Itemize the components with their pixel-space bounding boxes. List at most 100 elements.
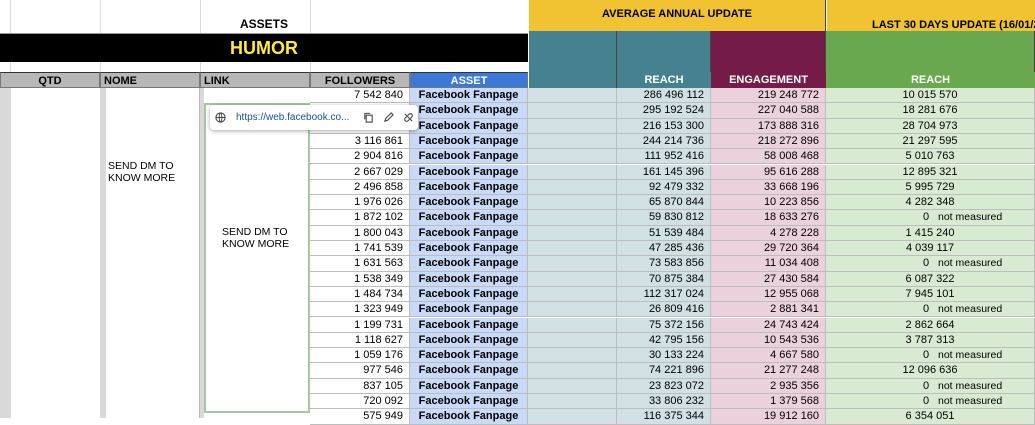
reach-cell[interactable]: 216 153 300 [617, 118, 711, 134]
reach-cell[interactable]: 161 145 396 [617, 164, 711, 180]
reach-cell[interactable]: 73 583 856 [617, 256, 711, 272]
reach30-cell[interactable]: 2 862 664 [826, 317, 1035, 333]
reach-blank-cell[interactable] [528, 225, 617, 241]
reach-blank-cell[interactable] [528, 332, 617, 349]
reach30-cell[interactable]: 5 995 729 [826, 179, 1035, 196]
link-url[interactable]: https://web.facebook.co... [236, 112, 350, 123]
followers-cell[interactable]: 977 546 [310, 363, 410, 379]
asset-cell[interactable]: Facebook Fanpage [410, 225, 528, 241]
engagement-cell[interactable]: 95 616 288 [711, 164, 826, 180]
reach30-cell[interactable]: 10 015 570 [826, 88, 1035, 104]
reach-blank-cell[interactable] [528, 164, 617, 180]
reach-cell[interactable]: 112 317 024 [617, 286, 711, 303]
reach-cell[interactable]: 74 221 896 [617, 363, 711, 379]
reach-cell[interactable]: 65 870 844 [617, 195, 711, 211]
followers-cell[interactable]: 837 105 [310, 378, 410, 394]
reach-blank-cell[interactable] [528, 256, 617, 272]
asset-cell[interactable]: Facebook Fanpage [410, 394, 528, 410]
reach-blank-cell[interactable] [528, 133, 617, 150]
asset-cell[interactable]: Facebook Fanpage [410, 271, 528, 287]
engagement-cell[interactable]: 4 667 580 [711, 348, 826, 364]
followers-cell[interactable]: 1 059 176 [310, 348, 410, 364]
engagement-cell[interactable]: 12 955 068 [711, 286, 826, 303]
reach-blank-cell[interactable] [528, 195, 617, 211]
asset-cell[interactable]: Facebook Fanpage [410, 302, 528, 318]
engagement-cell[interactable]: 2 881 341 [711, 302, 826, 318]
reach-blank-cell[interactable] [528, 409, 617, 425]
nome-merged-cell[interactable]: SEND DM TO KNOW MORE [106, 88, 200, 418]
asset-cell[interactable]: Facebook Fanpage [410, 241, 528, 257]
reach-cell[interactable]: 47 285 436 [617, 241, 711, 257]
asset-cell[interactable]: Facebook Fanpage [410, 363, 528, 379]
reach-blank-cell[interactable] [528, 317, 617, 333]
followers-cell[interactable]: 1 323 949 [310, 302, 410, 318]
link-preview-popup[interactable]: https://web.facebook.co... [210, 105, 418, 130]
reach-cell[interactable]: 111 952 416 [617, 149, 711, 165]
asset-cell[interactable]: Facebook Fanpage [410, 103, 528, 119]
asset-cell[interactable]: Facebook Fanpage [410, 164, 528, 180]
asset-cell[interactable]: Facebook Fanpage [410, 210, 528, 226]
reach-cell[interactable]: 51 539 484 [617, 225, 711, 241]
reach30-cell[interactable]: 12 096 636 [826, 363, 1035, 379]
followers-cell[interactable]: 2 496 858 [310, 179, 410, 196]
reach30-cell[interactable]: 4 282 348 [826, 195, 1035, 211]
followers-cell[interactable]: 1 631 563 [310, 256, 410, 272]
followers-cell[interactable]: 1 484 734 [310, 286, 410, 303]
followers-cell[interactable]: 1 538 349 [310, 271, 410, 287]
reach-blank-cell[interactable] [528, 363, 617, 379]
reach30-cell[interactable]: 5 010 763 [826, 149, 1035, 165]
asset-cell[interactable]: Facebook Fanpage [410, 409, 528, 425]
reach30-cell[interactable]: 3 787 313 [826, 332, 1035, 349]
reach-cell[interactable]: 244 214 736 [617, 133, 711, 150]
followers-cell[interactable]: 3 116 861 [310, 133, 410, 150]
followers-cell[interactable]: 7 542 840 [310, 88, 410, 104]
reach30-cell[interactable]: 28 704 973 [826, 118, 1035, 134]
reach-blank-cell[interactable] [528, 271, 617, 287]
reach-blank-cell[interactable] [528, 378, 617, 394]
reach30-cell[interactable]: 0 not measured [826, 302, 1035, 318]
reach30-cell[interactable]: 0 not measured [826, 256, 1035, 272]
followers-cell[interactable]: 1 976 026 [310, 195, 410, 211]
followers-cell[interactable]: 1 199 731 [310, 317, 410, 333]
asset-cell[interactable]: Facebook Fanpage [410, 179, 528, 196]
asset-cell[interactable]: Facebook Fanpage [410, 348, 528, 364]
asset-cell[interactable]: Facebook Fanpage [410, 88, 528, 104]
reach-cell[interactable]: 295 192 524 [617, 103, 711, 119]
engagement-cell[interactable]: 33 668 196 [711, 179, 826, 196]
reach-cell[interactable]: 59 830 812 [617, 210, 711, 226]
copy-icon[interactable] [361, 111, 375, 125]
reach-cell[interactable]: 23 823 072 [617, 378, 711, 394]
reach30-cell[interactable]: 6 087 322 [826, 271, 1035, 287]
reach30-cell[interactable]: 12 895 321 [826, 164, 1035, 180]
followers-cell[interactable]: 2 667 029 [310, 164, 410, 180]
asset-cell[interactable]: Facebook Fanpage [410, 317, 528, 333]
engagement-cell[interactable]: 10 223 856 [711, 195, 826, 211]
reach-cell[interactable]: 26 809 416 [617, 302, 711, 318]
engagement-cell[interactable]: 21 277 248 [711, 363, 826, 379]
column-header-followers[interactable]: FOLLOWERS [310, 72, 410, 88]
engagement-cell[interactable]: 18 633 276 [711, 210, 826, 226]
reach-cell[interactable]: 286 496 112 [617, 88, 711, 104]
followers-cell[interactable]: 1 741 539 [310, 241, 410, 257]
asset-cell[interactable]: Facebook Fanpage [410, 332, 528, 349]
reach30-cell[interactable]: 6 354 051 [826, 409, 1035, 425]
column-header-link[interactable]: LINK [200, 72, 310, 88]
reach30-cell[interactable]: 21 297 595 [826, 133, 1035, 150]
engagement-cell[interactable]: 1 379 568 [711, 394, 826, 410]
unlink-icon[interactable] [401, 111, 415, 125]
reach30-cell[interactable]: 4 039 117 [826, 241, 1035, 257]
reach30-cell[interactable]: 1 415 240 [826, 225, 1035, 241]
reach-cell[interactable]: 33 806 232 [617, 394, 711, 410]
reach-blank-cell[interactable] [528, 149, 617, 165]
engagement-cell[interactable]: 173 888 316 [711, 118, 826, 134]
engagement-cell[interactable]: 11 034 408 [711, 256, 826, 272]
engagement-cell[interactable]: 10 543 536 [711, 332, 826, 349]
reach-cell[interactable]: 70 875 384 [617, 271, 711, 287]
reach-blank-cell[interactable] [528, 118, 617, 134]
engagement-cell[interactable]: 218 272 896 [711, 133, 826, 150]
engagement-cell[interactable]: 27 430 584 [711, 271, 826, 287]
engagement-cell[interactable]: 29 720 364 [711, 241, 826, 257]
edit-icon[interactable] [381, 111, 395, 125]
followers-cell[interactable]: 720 092 [310, 394, 410, 410]
reach-blank-cell[interactable] [528, 210, 617, 226]
